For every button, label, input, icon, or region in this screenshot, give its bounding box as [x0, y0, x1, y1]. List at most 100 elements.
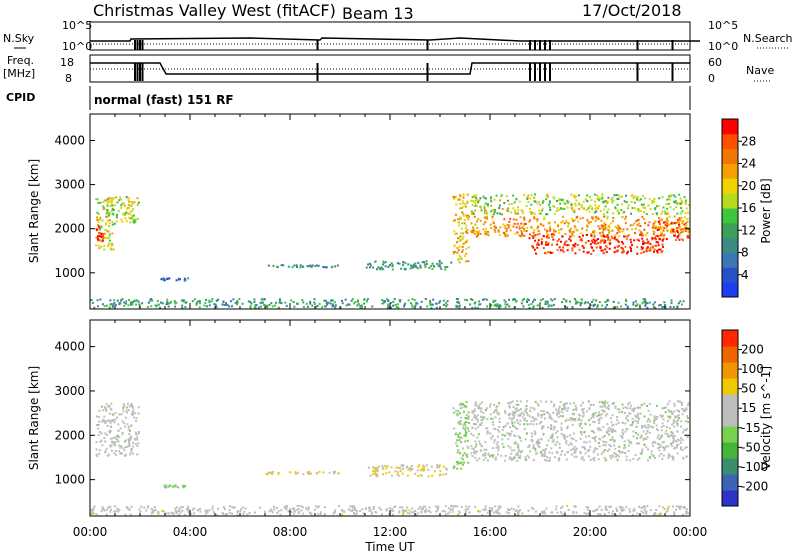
data-cell — [406, 474, 409, 477]
data-cell — [685, 512, 688, 515]
data-cell — [174, 510, 177, 513]
data-cell — [459, 239, 462, 242]
data-cell — [679, 219, 682, 222]
data-cell — [542, 247, 545, 250]
data-cell — [684, 226, 687, 229]
data-cell — [591, 414, 594, 417]
data-cell — [569, 434, 572, 437]
data-cell — [660, 452, 663, 455]
colorbar-tick-label: 4 — [741, 268, 749, 282]
data-cell — [363, 298, 366, 301]
data-cell — [508, 509, 511, 511]
data-cell — [508, 224, 511, 227]
data-cell — [134, 412, 137, 415]
data-cell — [359, 306, 362, 309]
data-cell — [325, 266, 328, 269]
data-cell — [100, 235, 103, 238]
data-cell — [646, 238, 649, 241]
data-cell — [587, 506, 590, 509]
data-cell — [438, 259, 441, 262]
data-cell — [476, 418, 479, 421]
data-cell — [306, 471, 309, 474]
data-cell — [381, 299, 384, 301]
colorbar-swatch — [722, 378, 738, 395]
data-cell — [475, 417, 478, 420]
data-cell — [512, 298, 514, 301]
data-cell — [583, 207, 586, 210]
data-cell — [668, 453, 670, 456]
data-cell — [130, 302, 133, 305]
data-cell — [625, 506, 628, 509]
data-cell — [619, 196, 622, 199]
data-cell — [114, 441, 117, 444]
data-cell — [141, 302, 144, 305]
data-cell — [511, 413, 514, 416]
data-cell — [125, 302, 127, 305]
data-cell — [455, 305, 458, 308]
data-cell — [630, 241, 633, 244]
data-cell — [684, 201, 687, 204]
data-cell — [677, 302, 680, 305]
data-cell — [647, 448, 650, 451]
data-cell — [656, 249, 658, 252]
data-cell — [572, 235, 575, 238]
data-cell — [595, 242, 598, 245]
data-cell — [632, 301, 635, 304]
data-cell — [649, 242, 652, 245]
data-cell — [357, 300, 359, 303]
data-cell — [99, 216, 102, 219]
data-cell — [687, 229, 690, 232]
data-cell — [106, 202, 109, 205]
data-cell — [607, 432, 610, 435]
data-cell — [645, 426, 648, 429]
data-cell — [417, 507, 420, 510]
data-cell — [462, 214, 465, 217]
data-cell — [376, 473, 379, 476]
data-cell — [130, 450, 133, 453]
data-cell — [676, 452, 679, 455]
data-cell — [685, 455, 688, 458]
data-cell — [573, 225, 576, 227]
data-cell — [472, 229, 475, 231]
data-cell — [556, 441, 559, 443]
data-cell — [157, 303, 160, 306]
data-cell — [104, 229, 107, 232]
data-cell — [474, 456, 477, 459]
data-cell — [655, 424, 658, 427]
data-cell — [100, 232, 103, 235]
data-cell — [634, 454, 637, 456]
data-cell — [364, 507, 367, 510]
data-cell — [166, 298, 169, 301]
data-cell — [127, 438, 130, 441]
data-cell — [107, 453, 110, 456]
data-cell — [440, 262, 443, 265]
data-cell — [678, 410, 681, 413]
data-cell — [603, 405, 606, 408]
data-cell — [123, 212, 126, 215]
data-cell — [101, 219, 104, 222]
data-cell — [640, 232, 643, 235]
data-cell — [405, 509, 408, 512]
data-cell — [269, 508, 272, 511]
colorbar-tick-label: 15 — [741, 401, 756, 415]
data-cell — [658, 513, 661, 516]
data-cell — [589, 458, 592, 461]
data-cell — [571, 417, 574, 420]
data-cell — [638, 222, 641, 225]
data-cell — [466, 439, 469, 442]
data-cell — [545, 448, 547, 450]
data-cell — [566, 427, 569, 430]
data-cell — [519, 436, 521, 439]
data-cell — [685, 510, 688, 513]
data-cell — [470, 445, 473, 448]
data-cell — [551, 433, 554, 436]
data-cell — [402, 510, 405, 513]
data-cell — [545, 243, 548, 246]
data-cell — [541, 209, 544, 212]
data-cell — [682, 239, 684, 242]
data-cell — [129, 217, 132, 220]
data-cell — [513, 201, 516, 204]
data-cell — [489, 432, 492, 435]
data-cell — [517, 421, 519, 424]
data-cell — [121, 420, 124, 423]
